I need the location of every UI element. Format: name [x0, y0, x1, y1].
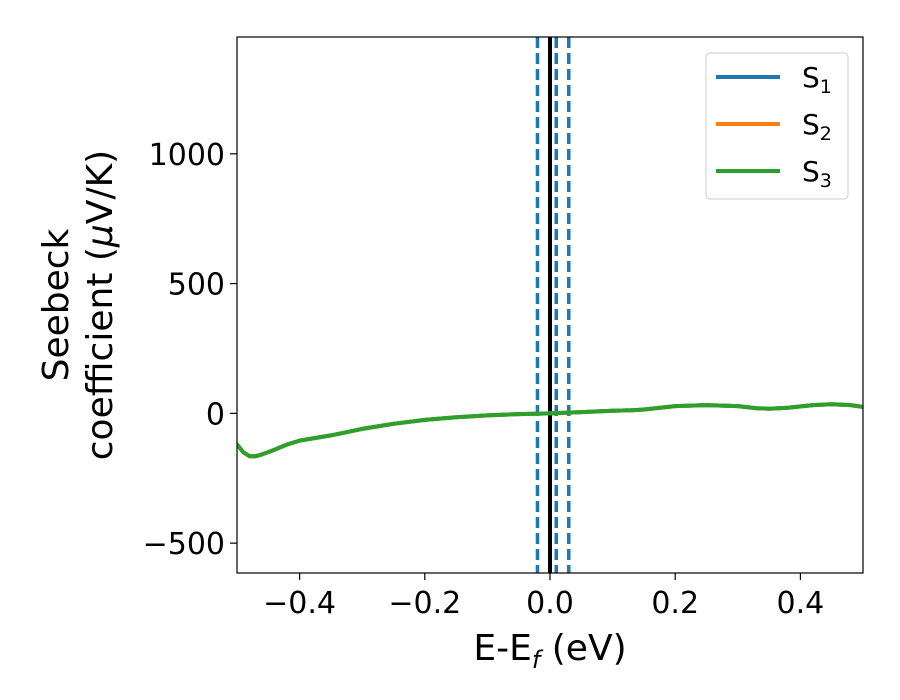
y-axis-ticks: −500 0 500 1000: [143, 138, 237, 562]
y-axis-label-line1: Seebeck: [36, 228, 77, 381]
x-axis-label-unit: (eV): [540, 628, 626, 669]
x-tick-label: −0.4: [263, 586, 336, 621]
x-tick-label: 0.0: [526, 586, 574, 621]
x-tick-label: −0.2: [388, 586, 461, 621]
y-axis-label-prefix: coefficient (: [80, 247, 121, 460]
y-axis-label-line2: coefficient (μV/K): [80, 150, 121, 460]
y-tick-label: 1000: [149, 138, 225, 173]
y-tick-label: 500: [168, 268, 225, 303]
y-tick-label: 0: [206, 397, 225, 432]
legend-label-S2: S2: [802, 108, 832, 145]
series-line-S3: [237, 402, 863, 459]
y-axis-label-mu: μ: [80, 224, 121, 248]
y-tick-label: −500: [143, 527, 225, 562]
x-tick-label: 0.2: [651, 586, 699, 621]
x-tick-label: 0.4: [777, 586, 825, 621]
y-axis-label-suffix: V/K): [80, 150, 121, 224]
vertical-lines: [535, 37, 571, 573]
series-lines: [237, 402, 863, 459]
legend: S1 S2 S3: [705, 52, 849, 200]
legend-entries: S1 S2 S3: [716, 61, 832, 192]
plot-content: [237, 37, 863, 573]
y-axis-label: Seebeck coefficient (μV/K): [36, 150, 121, 460]
legend-label-S1: S1: [802, 61, 832, 98]
x-axis-label: E-Ef (eV): [473, 628, 626, 674]
legend-label-S3: S3: [802, 155, 832, 192]
x-axis-ticks: −0.4 −0.2 0.0 0.2 0.4: [263, 573, 824, 621]
x-axis-label-main: E-E: [473, 628, 531, 669]
